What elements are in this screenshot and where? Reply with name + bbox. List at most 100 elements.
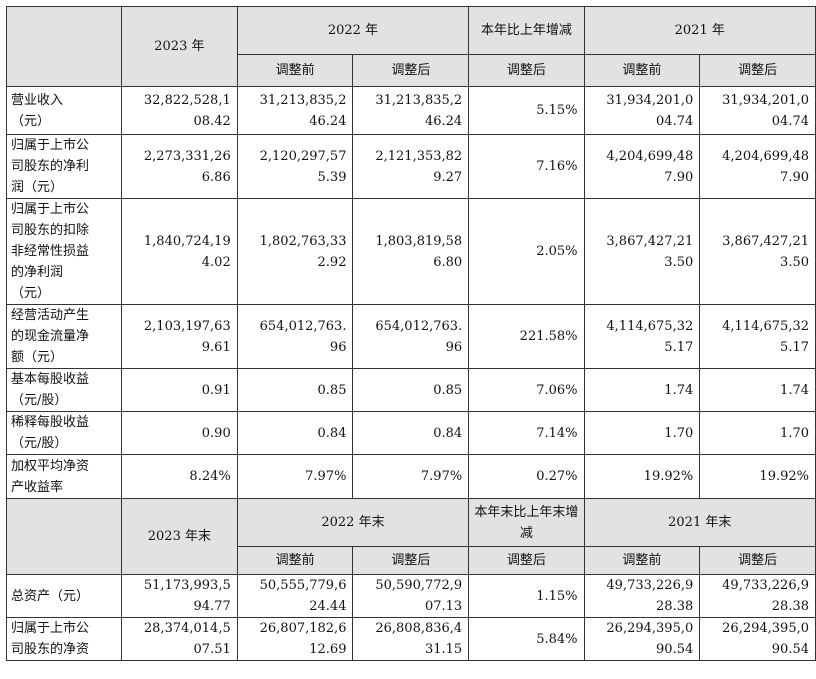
table-row: 稀释每股收益 （元/股） 0.90 0.84 0.84 7.14% 1.70 1.70 [6,411,816,455]
header-change-after: 调整后 [468,54,585,87]
row-label: 归属于上市公 司股东的净利 润（元） [6,134,122,199]
cell-v2022-after: 0.84 [352,411,470,455]
row-label-line: 稀释每股收益 [11,415,90,430]
cell-value-line: 96 [445,339,463,355]
cell-v2022-before: 1,802,763,33 2.92 [236,198,354,305]
header-row-adjust-end: 调整前 调整后 调整后 调整前 调整后 [7,546,816,575]
row-label-line: 经营活动产生 [11,308,90,323]
cell-value-line: 6.80 [433,254,463,270]
cell-value-line: 50,555,779,6 [259,578,347,593]
cell-value-line: 1.70 [664,425,694,441]
header-row-adjust: 调整前 调整后 调整后 调整前 调整后 [7,54,816,87]
row-label: 加权平均净资 产收益率 [6,454,122,499]
cell-value-line: 31,934,201,0 [722,92,809,108]
header-2022-end-after: 调整后 [352,546,470,575]
cell-value-line: 04.74 [771,113,809,129]
row-label: 总资产（元） [6,574,122,618]
table-row: 加权平均净资 产收益率 8.24% 7.97% 7.97% 0.27% 19.92% 19.9… [6,454,816,499]
cell-value-line: 31,934,201,0 [606,92,694,108]
cell-value-line: 0.85 [433,382,463,398]
cell-v2021-after: 1.74 [699,368,816,412]
cell-v2021-before: 26,294,395,0 90.54 [583,617,701,661]
cell-v2023: 0.91 [121,368,238,412]
header-2021-before: 调整前 [583,54,701,87]
cell-change: 221.58% [468,304,585,369]
cell-v2021-after: 1.70 [699,411,816,455]
cell-v2023: 51,173,993,5 94.77 [121,574,238,618]
header-2021-after: 调整后 [699,54,816,87]
row-label-line: 基本每股收益 [11,372,90,387]
cell-value-line: 3.50 [780,254,809,270]
cell-value-line: 2,121,353,82 [375,148,463,164]
cell-v2022-after: 0.85 [352,368,470,412]
cell-v2022-before: 50,555,779,6 24.44 [236,574,354,618]
cell-v2023: 8.24% [121,454,238,499]
header-blank-cell-2 [6,498,122,575]
cell-value-line: 28.38 [656,599,694,614]
cell-value-line: 19.92% [643,469,694,484]
row-label: 营业收入 （元） [6,86,122,135]
cell-v2022-before: 31,213,835,2 46.24 [236,86,354,135]
cell-value-line: 4,114,675,32 [722,318,809,334]
cell-value-line: 04.74 [656,113,694,129]
cell-value-line: 94.77 [193,599,231,614]
cell-value-line: 19.92% [759,469,809,484]
cell-value-line: 0.91 [201,382,231,398]
cell-value-line: 2,103,197,63 [143,318,231,334]
cell-v2021-after: 31,934,201,0 04.74 [699,86,816,135]
cell-value-line: 3.50 [664,254,694,270]
cell-change: 7.14% [468,411,585,455]
cell-v2021-before: 49,733,226,9 28.38 [583,574,701,618]
cell-value-line: 07.13 [424,599,463,614]
row-label: 经营活动产生 的现金流量净 额（元） [6,304,122,369]
cell-value-line: 7.97% [420,469,463,484]
cell-value-line: 26,294,395,0 [722,621,809,636]
header-change: 本年比上年增减 [468,6,585,55]
cell-v2022-before: 2,120,297,57 5.39 [236,134,354,199]
cell-value-line: 0.84 [317,425,347,441]
cell-value-line: 5.17 [780,339,809,355]
cell-v2023: 1,840,724,19 4.02 [121,198,238,305]
header-change-end-after: 调整后 [468,546,585,575]
cell-value-line: 28,374,014,5 [143,621,231,636]
header-2023-end: 2023 年末 [121,498,238,575]
header-2021-end-before: 调整前 [583,546,701,575]
row-label-line: 非经常性损益 [11,244,90,259]
table-row: 基本每股收益 （元/股） 0.91 0.85 0.85 7.06% 1.74 1.74 [6,368,816,412]
cell-v2021-before: 1.70 [583,411,701,455]
cell-v2021-after: 3,867,427,21 3.50 [699,198,816,305]
cell-value-line: 3,867,427,21 [606,233,694,249]
cell-value-line: 2.92 [317,254,347,270]
cell-v2022-before: 7.97% [236,454,354,499]
cell-v2022-before: 0.85 [236,368,354,412]
cell-value-line: 50,590,772,9 [375,578,463,593]
header-2023: 2023 年 [121,6,238,87]
cell-v2022-after: 1,803,819,58 6.80 [352,198,470,305]
cell-value-line: 08.42 [193,113,231,129]
cell-value-line: 8.24% [189,469,231,484]
cell-v2023: 32,822,528,1 08.42 [121,86,238,135]
row-label: 稀释每股收益 （元/股） [6,411,122,455]
header-2021-end: 2021 年末 [583,498,816,547]
cell-value-line: 4,204,699,48 [722,148,809,164]
cell-value-line: 24.44 [309,599,347,614]
cell-value-line: 31,213,835,2 [375,92,463,108]
cell-value-line: 7.90 [780,169,809,185]
cell-value-line: 12.69 [309,642,347,657]
cell-value-line: 1.74 [780,382,809,398]
row-label-line: 营业收入 [11,92,64,108]
row-label-line: 司股东的净利 [11,159,90,174]
cell-change: 0.27% [468,454,585,499]
table-row: 经营活动产生 的现金流量净 额（元） 2,103,197,63 9.61 654,012,… [6,304,816,369]
table-row: 营业收入 （元） 32,822,528,1 08.42 31,213,835,2 46.2… [6,86,816,135]
cell-value-line: 96 [329,339,347,355]
cell-v2022-after: 50,590,772,9 07.13 [352,574,470,618]
cell-change: 1.15% [468,574,585,618]
cell-value-line: 5.17 [664,339,694,355]
header-2022: 2022 年 [236,6,470,55]
cell-v2021-before: 31,934,201,0 04.74 [583,86,701,135]
table-row: 归属于上市公 司股东的净资 28,374,014,5 07.51 26,807,182,… [6,617,816,661]
row-label: 基本每股收益 （元/股） [6,368,122,412]
cell-value-line: 1.74 [664,382,694,398]
cell-value-line: 654,012,763. [375,318,463,334]
